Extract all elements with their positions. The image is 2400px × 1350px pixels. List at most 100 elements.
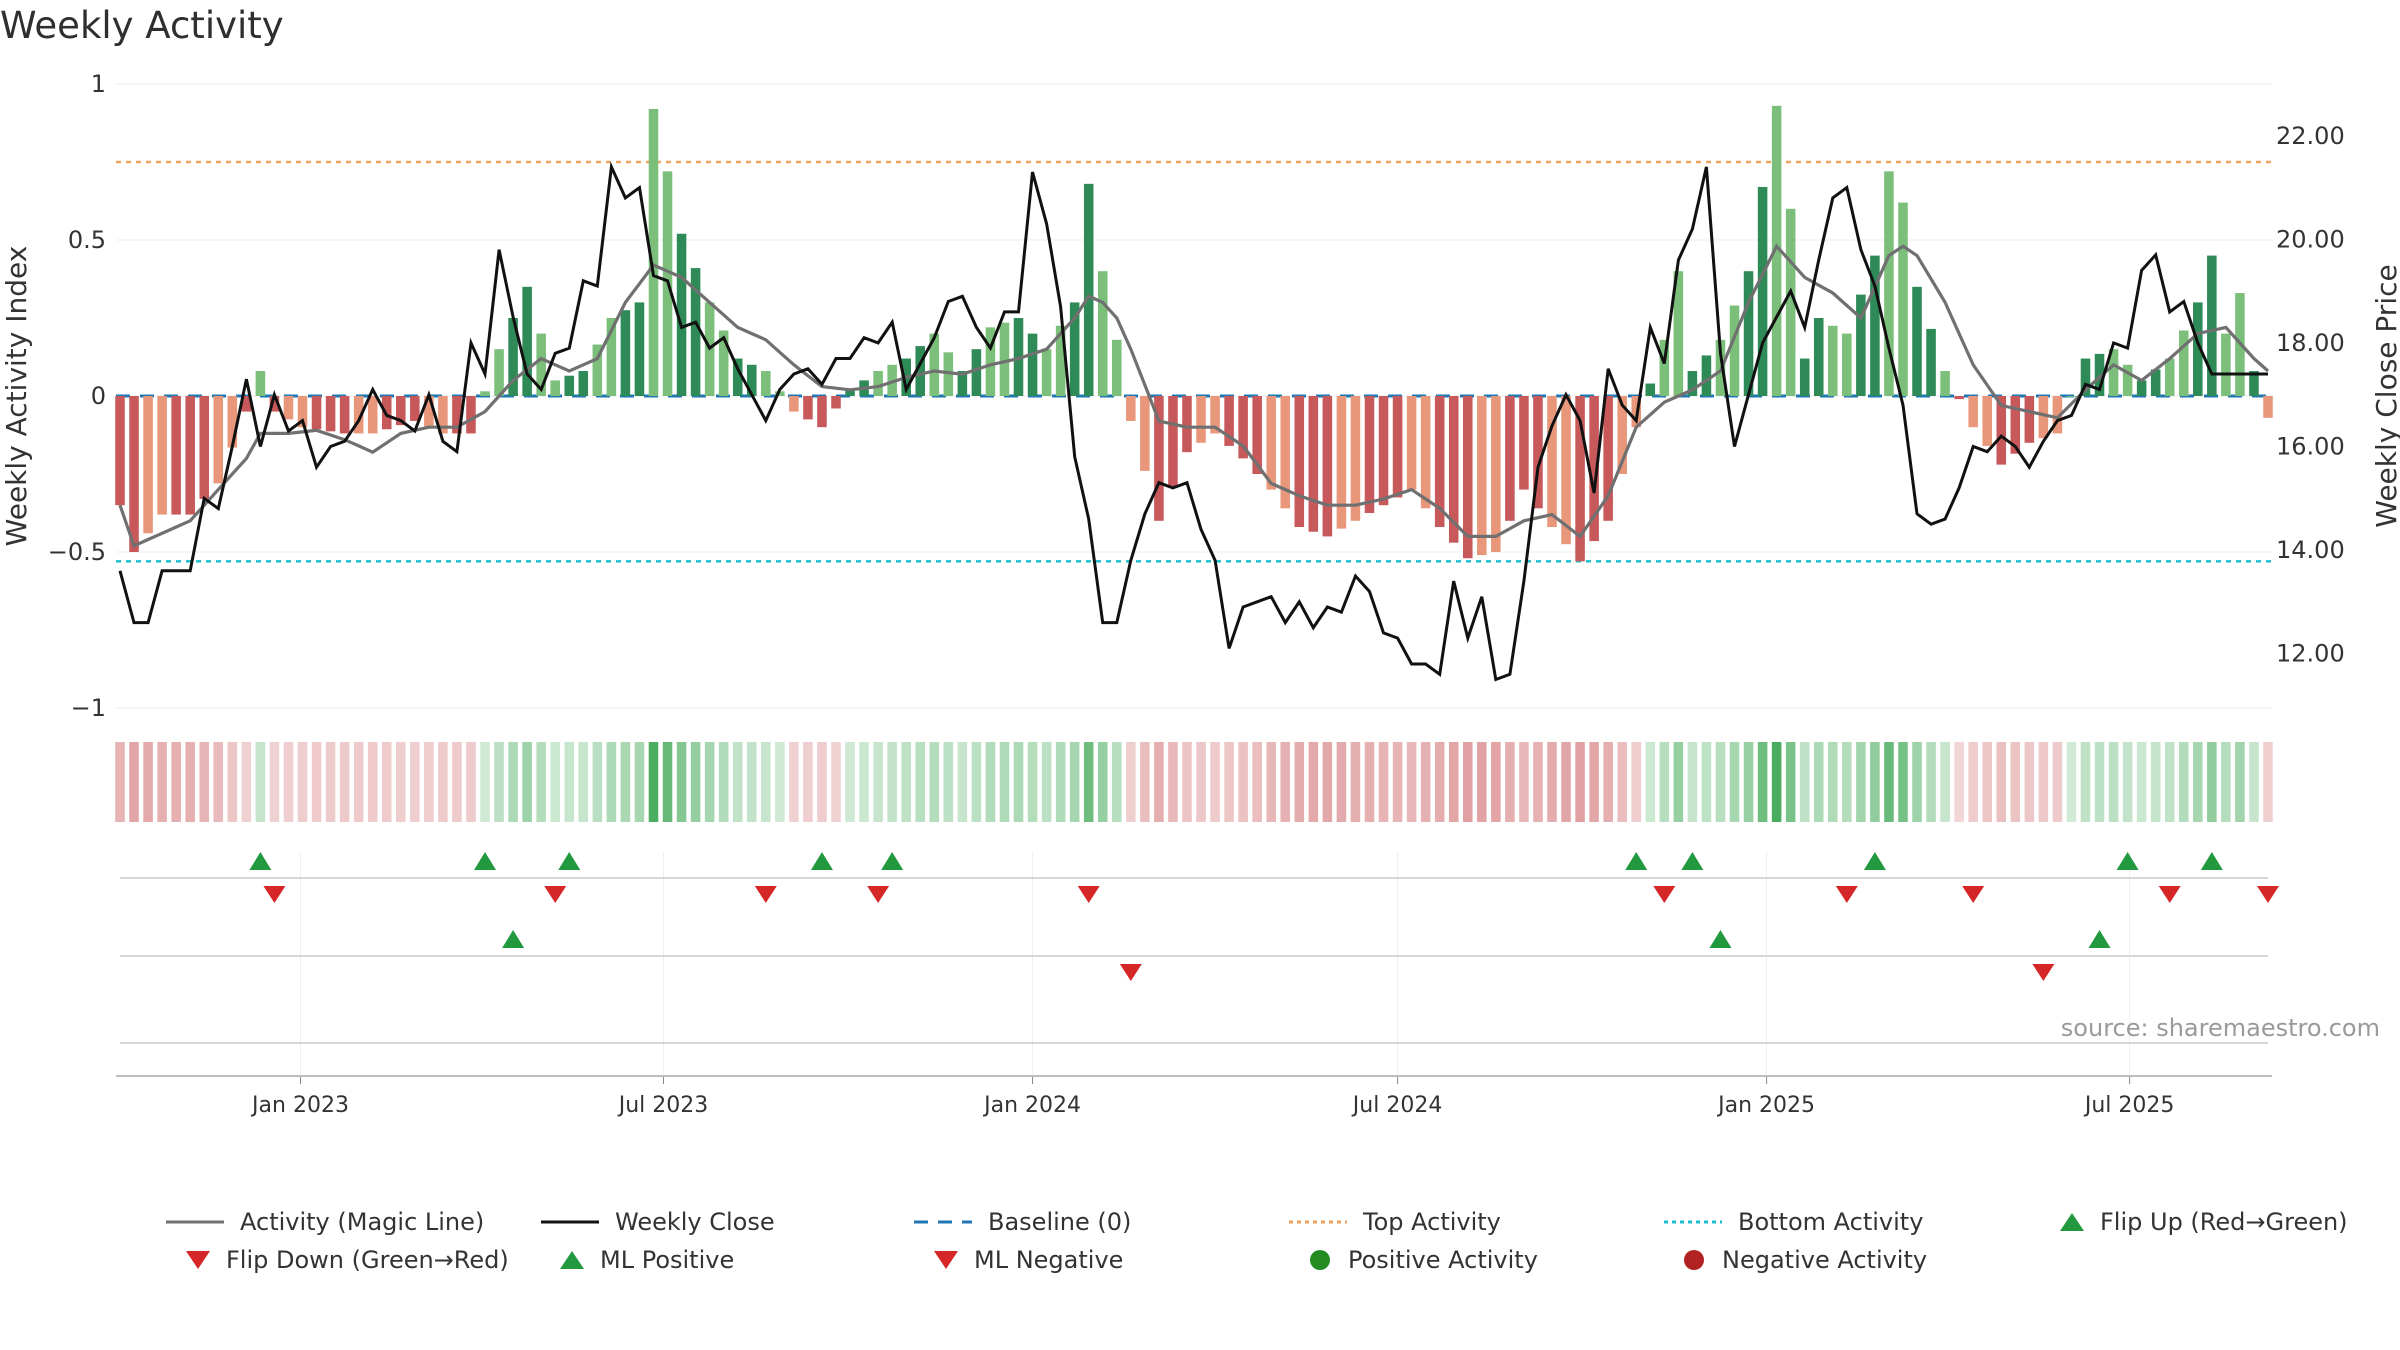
flip-up-marker	[1681, 852, 1704, 870]
heat-cell	[1083, 742, 1094, 822]
flip-up-marker	[810, 852, 833, 870]
activity-bar	[1224, 396, 1234, 446]
activity-bar	[1210, 396, 1220, 434]
activity-bar	[1477, 396, 1487, 556]
flip-down-marker	[754, 886, 777, 903]
heat-cell	[971, 742, 982, 822]
flip-down-marker	[544, 886, 567, 903]
heat-cell	[1757, 742, 1768, 822]
heat-cell	[199, 742, 210, 822]
activity-bar	[508, 318, 518, 396]
heat-cell	[227, 742, 238, 822]
activity-bar	[732, 358, 743, 396]
heat-cell	[929, 742, 940, 822]
heat-cell	[999, 742, 1010, 822]
activity-bar	[999, 322, 1010, 396]
series-lines	[118, 161, 2270, 682]
heat-cell	[1013, 742, 1024, 822]
activity-heat-strip	[115, 742, 2273, 822]
heat-cell	[1364, 742, 1375, 822]
heat-cell	[1477, 742, 1487, 822]
activity-bar	[1491, 396, 1501, 552]
activity-bar	[143, 396, 153, 534]
flip-up-marker	[881, 852, 904, 870]
heat-cell	[1041, 742, 1052, 822]
activity-bar	[1575, 396, 1585, 562]
heat-cell	[1687, 742, 1698, 822]
heat-cell	[2263, 742, 2273, 822]
activity-bar	[1673, 271, 1684, 396]
activity-bar	[1898, 202, 1908, 396]
chart-title: Weekly Activity	[0, 4, 284, 47]
heat-cell	[943, 742, 954, 822]
heat-cell	[213, 742, 224, 822]
activity-bar	[1603, 396, 1613, 521]
x-tick-label: Jan 2025	[1716, 1093, 1815, 1118]
activity-bar	[789, 396, 799, 412]
activity-bar	[873, 371, 883, 396]
heat-cell	[1968, 742, 1978, 822]
activity-bar	[396, 396, 406, 426]
activity-bar	[1294, 396, 1305, 528]
heat-cell	[1336, 742, 1347, 822]
activity-bar	[1462, 396, 1473, 559]
y-tick-label: 1	[91, 70, 106, 98]
activity-bar	[648, 108, 659, 397]
activity-bar	[634, 302, 645, 396]
heat-cell	[550, 742, 560, 822]
activity-bar	[1828, 325, 1838, 396]
heat-cell	[648, 742, 659, 822]
activity-bar	[480, 391, 490, 396]
activity-bar	[522, 286, 532, 396]
heat-cell	[1940, 742, 1950, 822]
activity-bar	[2136, 380, 2147, 396]
heat-cell	[1533, 742, 1543, 822]
activity-bar	[957, 371, 968, 396]
activity-bar	[424, 396, 434, 428]
heat-cell	[2249, 742, 2259, 822]
heat-cell	[2122, 742, 2133, 822]
heat-cell	[381, 742, 392, 822]
activity-bar	[564, 375, 575, 396]
heat-cell	[1294, 742, 1305, 822]
heat-cell	[1547, 742, 1557, 822]
flip-down-marker	[2158, 886, 2181, 903]
activity-bar	[578, 371, 589, 396]
heat-cell	[171, 742, 181, 822]
activity-bar	[1912, 286, 1922, 396]
heat-cell	[1603, 742, 1613, 822]
heat-cell	[115, 742, 125, 822]
heat-cell	[1069, 742, 1080, 822]
activity-bar	[2038, 396, 2049, 439]
activity-bar	[1884, 171, 1894, 396]
flip-down-marker	[263, 886, 286, 903]
activity-bar	[1842, 333, 1852, 396]
y-tick-label: −0.5	[48, 538, 106, 566]
heat-cell	[887, 742, 897, 822]
heat-cell	[873, 742, 883, 822]
x-tick-label: Jan 2023	[250, 1093, 349, 1118]
heat-cell	[1799, 742, 1810, 822]
flip-up-marker	[1625, 852, 1648, 870]
activity-bar	[171, 396, 181, 515]
y-tick-label: 0	[91, 382, 106, 410]
flip-down-marker	[1653, 886, 1676, 903]
y2-tick-label: 16.00	[2276, 432, 2345, 460]
activity-bar	[1266, 396, 1276, 490]
heat-cell	[466, 742, 476, 822]
heat-cell	[1378, 742, 1389, 822]
activity-bar	[1645, 383, 1656, 396]
flip-up-marker	[249, 852, 272, 870]
heat-cell	[522, 742, 532, 822]
flip-down-marker	[2032, 964, 2055, 981]
heat-cell	[2178, 742, 2189, 822]
activity-bar	[1687, 371, 1698, 396]
heat-cell	[1350, 742, 1361, 822]
activity-bar	[1434, 396, 1445, 528]
heat-cell	[1112, 742, 1122, 822]
heat-cell	[1308, 742, 1319, 822]
heat-cell	[789, 742, 799, 822]
activity-bar	[2193, 302, 2203, 396]
activity-bar	[803, 396, 813, 420]
heat-cell	[592, 742, 603, 822]
